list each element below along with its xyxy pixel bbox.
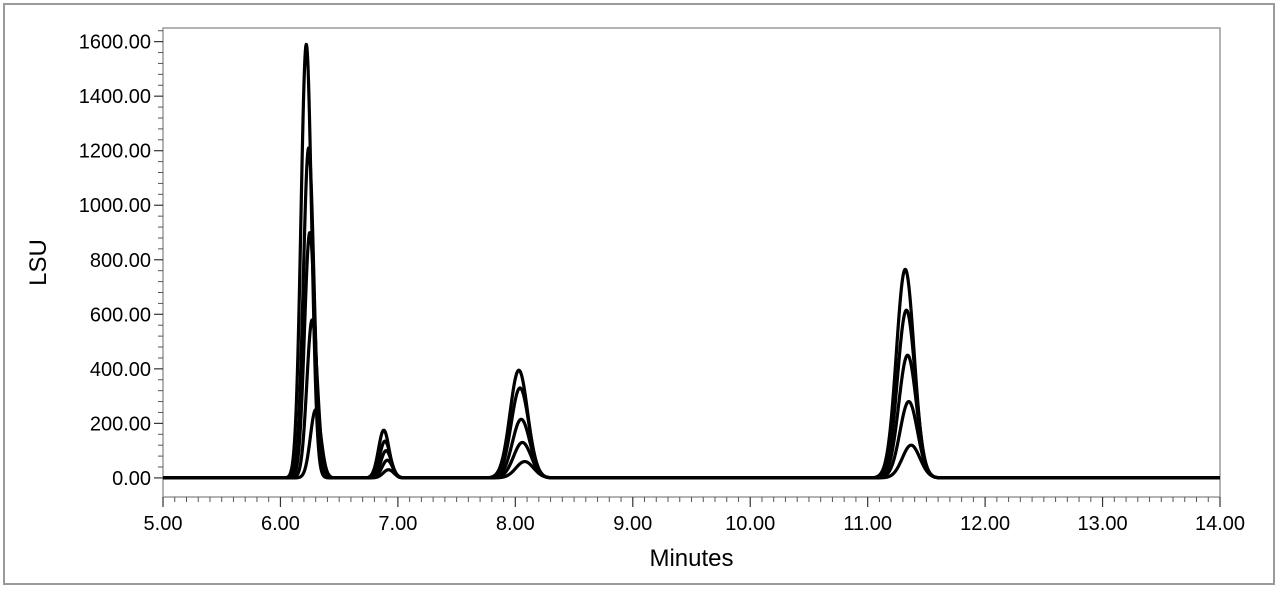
series-line [161,318,1222,480]
y-tick-label: 0.00 [112,468,151,490]
y-axis-title: LSU [25,239,52,286]
x-tick-label: 9.00 [613,513,652,535]
x-tick-label: 8.00 [496,513,535,535]
x-tick-label: 14.00 [1195,513,1245,535]
y-tick-label: 600.00 [90,304,151,326]
y-tick-label: 1200.00 [79,141,151,163]
x-tick-label: 10.00 [725,513,775,535]
x-tick-label: 12.00 [960,513,1010,535]
x-tick-label: 7.00 [378,513,417,535]
x-tick-label: 13.00 [1078,513,1128,535]
series-line [161,408,1222,480]
x-axis-title: Minutes [649,545,733,572]
y-tick-label: 1400.00 [79,86,151,108]
y-tick-label: 400.00 [90,359,151,381]
x-tick-label: 11.00 [843,513,892,535]
y-tick-label: 1000.00 [79,195,151,217]
chart-frame [3,3,1275,585]
x-tick-label: 5.00 [144,513,183,535]
y-tick-label: 800.00 [90,250,151,272]
y-tick-label: 1600.00 [79,32,151,54]
y-minor-ticks [158,30,163,468]
x-tick-label: 6.00 [261,513,300,535]
y-axis: 0.00 200.00 400.00 600.00 800.00 1000.00 1200.… [79,32,163,490]
x-axis: 5.00 6.00 7.00 8.00 9.00 10.00 11.00 12.00 13.00… [144,497,1245,535]
y-tick-label: 200.00 [90,413,151,435]
series-line [161,42,1222,480]
series-layer [161,42,1222,480]
